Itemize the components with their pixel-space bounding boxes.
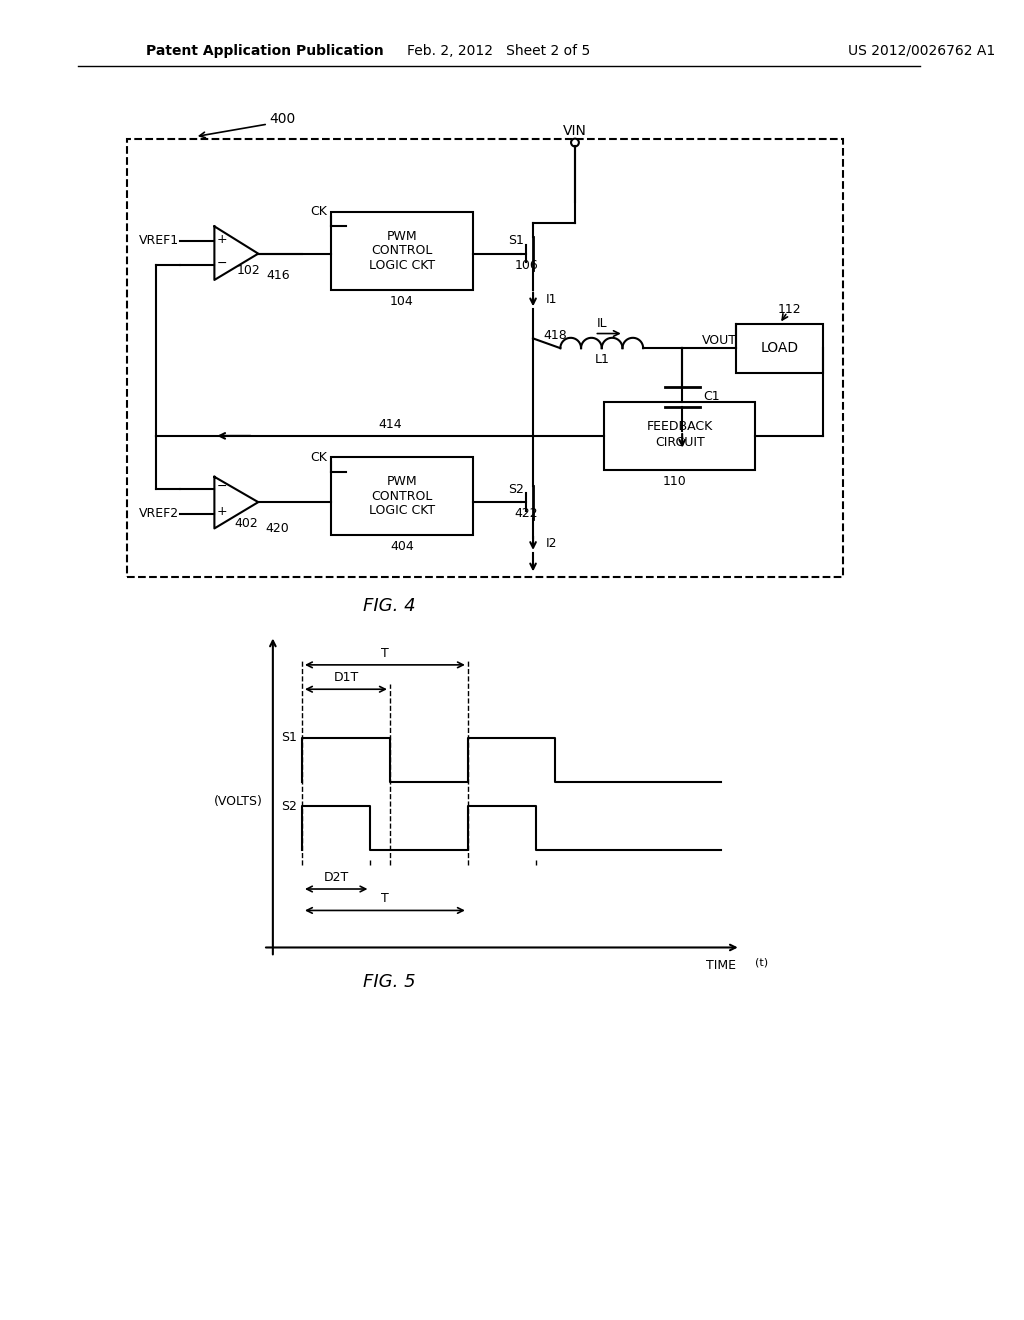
Text: S2: S2 [509,483,524,496]
Text: T: T [381,892,389,906]
Text: LOGIC CKT: LOGIC CKT [369,259,435,272]
Text: PWM: PWM [387,230,418,243]
Text: 418: 418 [544,329,567,342]
Text: 102: 102 [237,264,260,277]
FancyBboxPatch shape [604,401,756,470]
Text: −: − [217,257,227,269]
FancyBboxPatch shape [332,211,473,289]
Text: I1: I1 [546,293,557,306]
Text: Feb. 2, 2012   Sheet 2 of 5: Feb. 2, 2012 Sheet 2 of 5 [408,44,591,58]
Text: 420: 420 [266,521,290,535]
Text: +: + [217,232,227,246]
Text: −: − [217,480,227,494]
Text: D1T: D1T [334,671,358,684]
Text: +: + [217,506,227,519]
Text: 104: 104 [390,294,414,308]
Text: IL: IL [597,317,607,330]
Text: 112: 112 [777,302,801,315]
Text: Patent Application Publication: Patent Application Publication [146,44,384,58]
Text: 400: 400 [269,112,296,127]
Text: C1: C1 [703,391,720,404]
Text: S1: S1 [282,731,297,744]
Text: CONTROL: CONTROL [372,244,433,257]
Text: CK: CK [310,451,327,463]
Polygon shape [214,477,258,528]
Text: VREF1: VREF1 [139,235,179,247]
Text: 414: 414 [378,417,401,430]
Text: CIRCUIT: CIRCUIT [654,436,705,449]
Text: D2T: D2T [324,871,349,884]
Text: 110: 110 [663,475,687,488]
FancyBboxPatch shape [736,323,823,372]
Text: 416: 416 [266,268,290,281]
Text: VOUT: VOUT [701,334,736,347]
Text: US 2012/0026762 A1: US 2012/0026762 A1 [848,44,995,58]
Polygon shape [214,226,258,280]
Text: FIG. 5: FIG. 5 [364,973,416,990]
Text: T: T [381,647,389,660]
FancyBboxPatch shape [332,457,473,536]
Text: VREF2: VREF2 [139,507,179,520]
Text: 402: 402 [234,517,258,531]
FancyBboxPatch shape [127,139,843,577]
Text: TIME: TIME [706,958,736,972]
Text: I2: I2 [546,536,557,549]
Text: 106: 106 [514,259,538,272]
Text: (t): (t) [756,957,768,968]
Text: S1: S1 [509,235,524,247]
Text: 422: 422 [514,507,538,520]
Text: CK: CK [310,205,327,218]
Text: CONTROL: CONTROL [372,490,433,503]
Text: FIG. 4: FIG. 4 [364,598,416,615]
Text: S2: S2 [282,800,297,813]
Text: LOAD: LOAD [761,341,799,355]
Text: (VOLTS): (VOLTS) [214,795,263,808]
Text: 404: 404 [390,540,414,553]
Text: LOGIC CKT: LOGIC CKT [369,504,435,517]
Text: L1: L1 [595,354,609,367]
Text: PWM: PWM [387,475,418,488]
Text: VIN: VIN [563,124,587,137]
Text: FEEDBACK: FEEDBACK [646,420,713,433]
